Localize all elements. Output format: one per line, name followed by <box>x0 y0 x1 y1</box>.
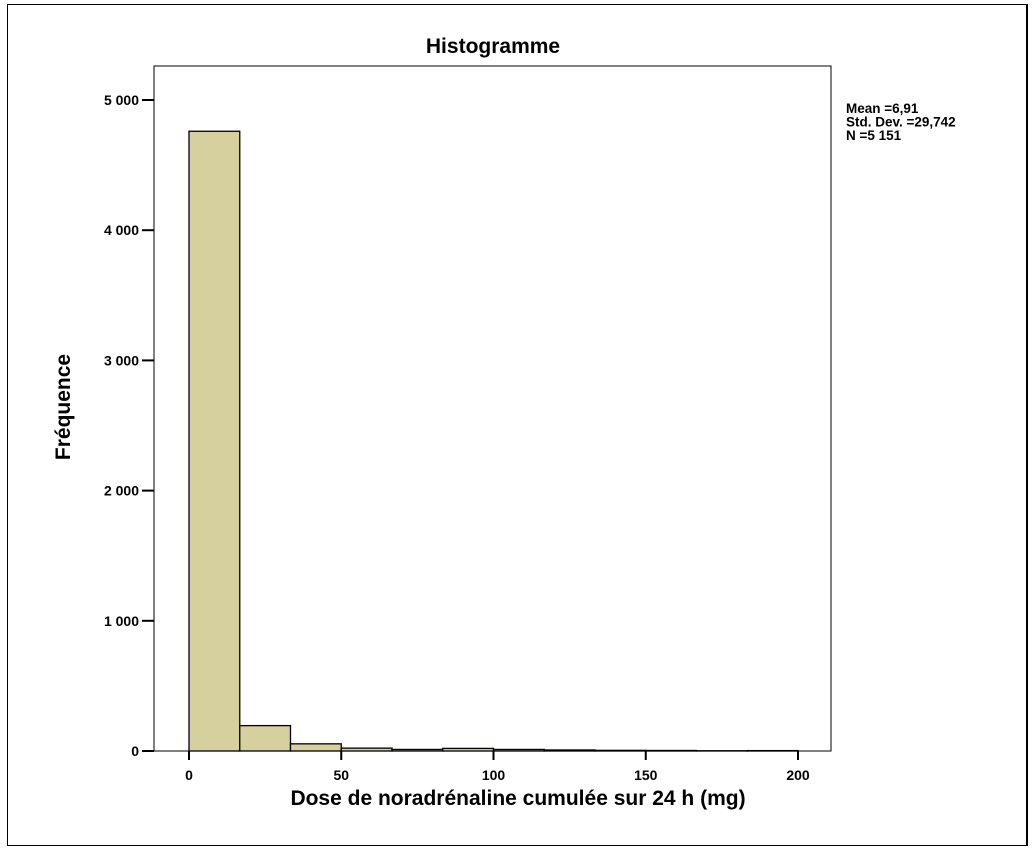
stat-line: N =5 151 <box>846 128 902 143</box>
y-tick-label: 3 000 <box>104 352 139 368</box>
y-tick-label: 0 <box>131 743 139 759</box>
x-axis: 0 50 100 150 200 <box>185 751 810 783</box>
stat-line: Mean =6,91 <box>846 101 919 116</box>
x-axis-title: Dose de noradrénaline cumulée sur 24 h (… <box>290 787 745 810</box>
x-tick-label: 150 <box>634 767 658 783</box>
plot-area <box>153 65 832 752</box>
y-tick-label: 4 000 <box>104 222 139 238</box>
chart-title: Histogramme <box>426 35 560 58</box>
x-tick-label: 50 <box>333 767 349 783</box>
histogram-bar-5 <box>391 748 444 752</box>
histogram-bar-7 <box>492 748 545 752</box>
x-tick-label: 100 <box>482 767 506 783</box>
histogram-bar-6 <box>442 747 495 752</box>
y-axis: 0 1 000 2 000 3 000 4 000 5 000 <box>104 92 154 759</box>
histogram-bar-4 <box>340 747 393 752</box>
y-axis-title: Fréquence <box>52 354 75 460</box>
chart-frame <box>7 4 1028 846</box>
x-tick-label: 200 <box>786 767 810 783</box>
stat-line: Std. Dev. =29,742 <box>846 115 956 130</box>
histogram-bar-9 <box>594 749 647 752</box>
histogram-bar-1 <box>188 130 241 752</box>
histogram-bar-10 <box>645 749 698 752</box>
x-tick-label: 0 <box>185 767 193 783</box>
y-tick-label: 1 000 <box>104 613 139 629</box>
histogram-bars <box>188 130 799 752</box>
histogram-bar-3 <box>289 743 342 752</box>
y-tick-label: 5 000 <box>104 92 139 108</box>
histogram-bar-2 <box>239 724 292 752</box>
histogram-bar-8 <box>543 749 596 752</box>
y-tick-label: 2 000 <box>104 483 139 499</box>
